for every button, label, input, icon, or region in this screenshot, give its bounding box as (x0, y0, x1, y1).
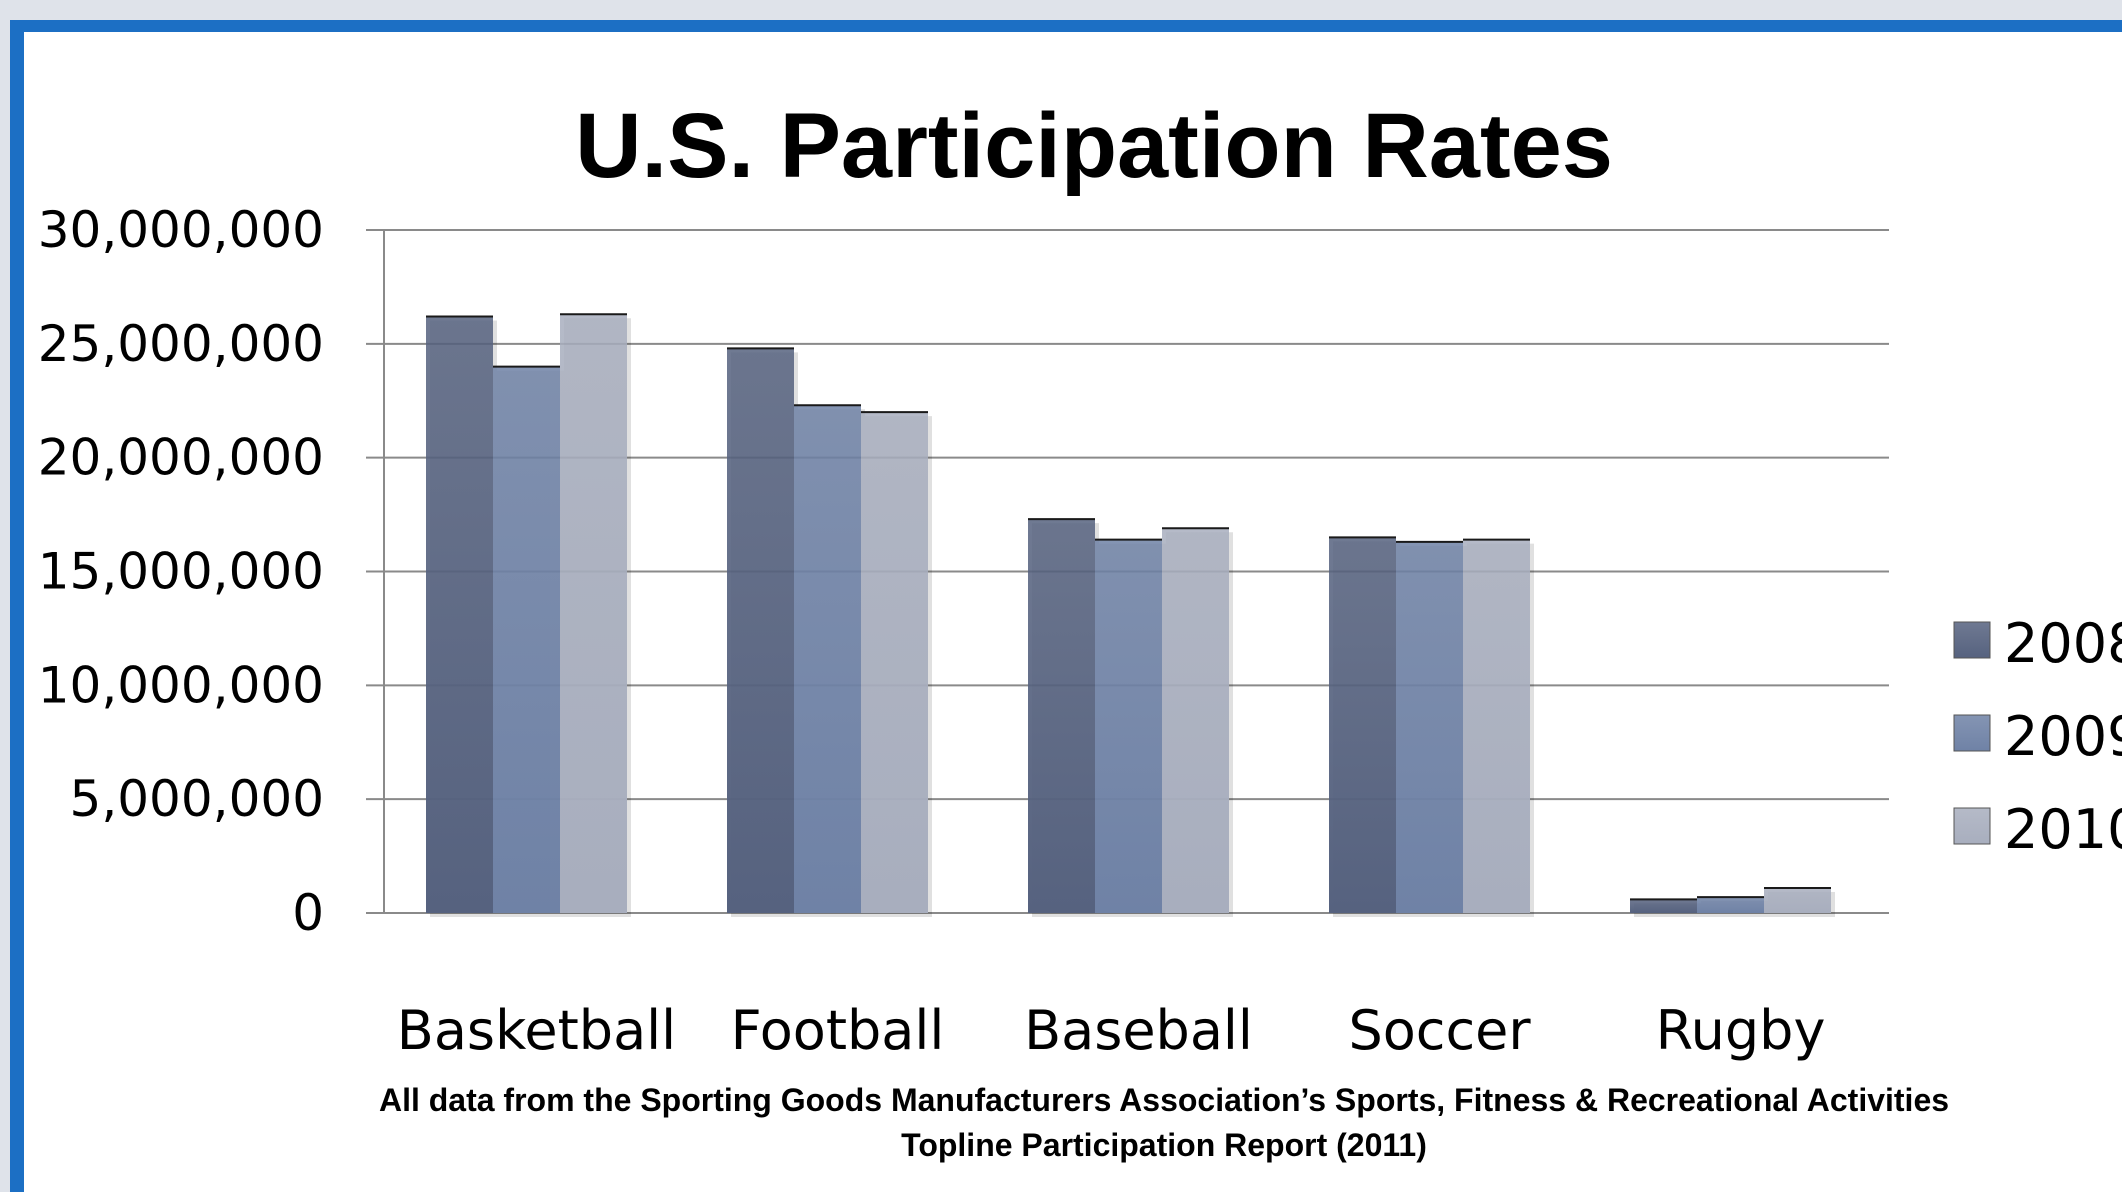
x-category-label: Baseball (1024, 999, 1253, 1062)
legend-label-2010: 2010 (2004, 798, 2122, 861)
bar-football-2009 (794, 405, 861, 913)
bar-basketball-2008 (426, 316, 493, 914)
y-tick-label: 0 (292, 884, 324, 942)
bar-football-2010 (861, 412, 928, 913)
legend: 2008 2009 2010 (1953, 612, 2122, 861)
bar-baseball-2008 (1028, 519, 1095, 913)
y-tick-label: 25,000,000 (38, 315, 324, 373)
bar-rugby-2009 (1697, 897, 1764, 913)
chart-title: U.S. Participation Rates (575, 95, 1613, 197)
legend-swatch-2010 (1953, 807, 1991, 845)
bar-chart: U.S. Participation Rates 0 5,000,000 10,00… (38, 95, 2122, 1163)
x-category-label: Rugby (1656, 999, 1826, 1062)
bar-rugby-2008 (1630, 899, 1697, 913)
y-tick-label: 10,000,000 (38, 656, 324, 714)
bar-baseball-2009 (1095, 539, 1162, 913)
x-category-label: Basketball (397, 999, 676, 1062)
bar-soccer-2008 (1329, 537, 1396, 913)
slide-frame: U.S. Participation Rates 0 5,000,000 10,00… (10, 20, 2122, 1192)
y-tick-label: 15,000,000 (38, 543, 324, 601)
legend-label-2008: 2008 (2004, 612, 2122, 675)
x-axis-categories: Basketball Football Baseball Soccer Rugby (397, 999, 1826, 1062)
x-category-label: Soccer (1348, 999, 1531, 1062)
bar-baseball-2010 (1162, 528, 1229, 913)
y-tick-label: 30,000,000 (38, 201, 324, 259)
bar-soccer-2010 (1463, 539, 1530, 913)
bar-football-2008 (727, 348, 794, 913)
source-note-line-2: Topline Participation Report (2011) (901, 1127, 1427, 1163)
bar-rugby-2010 (1764, 887, 1831, 913)
bar-basketball-2009 (493, 366, 560, 914)
x-category-label: Football (731, 999, 945, 1062)
legend-swatch-2009 (1953, 714, 1991, 752)
y-tick-label: 20,000,000 (38, 429, 324, 487)
source-note-line-1: All data from the Sporting Goods Manufac… (379, 1082, 1949, 1118)
legend-swatch-2008 (1953, 621, 1991, 659)
y-axis-ticks: 0 5,000,000 10,000,000 15,000,000 20,000,000… (38, 201, 324, 942)
bars (426, 313, 1835, 918)
legend-label-2009: 2009 (2004, 705, 2122, 768)
y-tick-label: 5,000,000 (70, 770, 324, 828)
bar-basketball-2010 (560, 314, 627, 913)
bar-soccer-2009 (1396, 541, 1463, 913)
